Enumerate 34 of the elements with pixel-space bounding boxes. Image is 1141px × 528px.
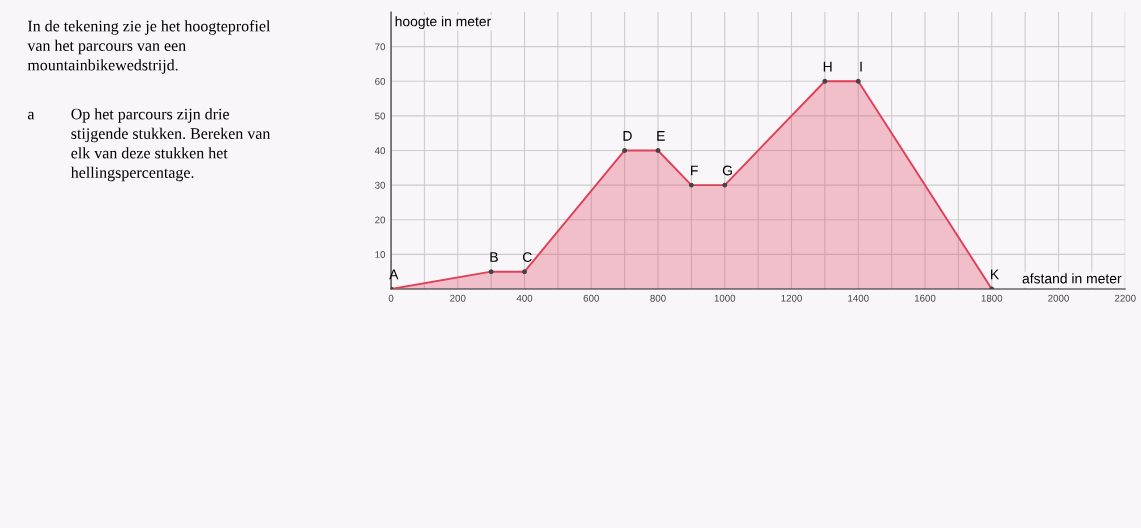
y-tick-label: 10 <box>375 251 386 258</box>
x-tick-label: 1400 <box>848 294 869 302</box>
x-axis-title: afstand in meter <box>1022 273 1122 284</box>
annotation: A <box>389 269 399 280</box>
y-tick-label: 20 <box>375 216 386 224</box>
x-tick-label: 200 <box>450 294 466 302</box>
x-tick-label: 0 <box>388 294 394 302</box>
annotation: B <box>490 252 498 262</box>
x-tick-label: 2200 <box>1114 294 1136 302</box>
x-tick-label: 600 <box>583 294 599 302</box>
x-tick-label: 2000 <box>1048 294 1069 302</box>
x-tick-label: 400 <box>516 294 533 302</box>
x-tick-label: 1200 <box>781 294 802 302</box>
annotation: G <box>722 165 732 176</box>
annotation: K <box>991 269 1000 280</box>
text: a <box>27 111 35 120</box>
annotation: F <box>691 165 698 176</box>
x-tick-label: 1800 <box>981 294 1003 302</box>
x-tick-label: 1000 <box>714 294 736 302</box>
y-tick-label: 30 <box>375 181 386 189</box>
x-tick-label: 800 <box>650 294 666 302</box>
y-tick-label: 50 <box>375 112 386 120</box>
y-tick-label: 60 <box>375 77 386 85</box>
annotation: C <box>522 252 532 262</box>
text: Op het parcours zijn drie stijgende stukken. Bereken van elk van deze stukken het hellingspercentage. <box>70 108 271 182</box>
y-tick-label: 70 <box>375 43 386 51</box>
annotation: E <box>657 131 665 141</box>
annotation: D <box>623 131 632 141</box>
x-tick-label: 1600 <box>914 294 936 302</box>
y-axis-title: hoogte in meter <box>395 16 491 30</box>
text: In de tekening zie je het hoogteprofiel van het parcours van een mountainbikewedstrijd. <box>27 20 271 74</box>
annotation: I <box>860 61 862 72</box>
y-tick-label: 40 <box>374 147 386 155</box>
annotation: H <box>823 61 832 72</box>
